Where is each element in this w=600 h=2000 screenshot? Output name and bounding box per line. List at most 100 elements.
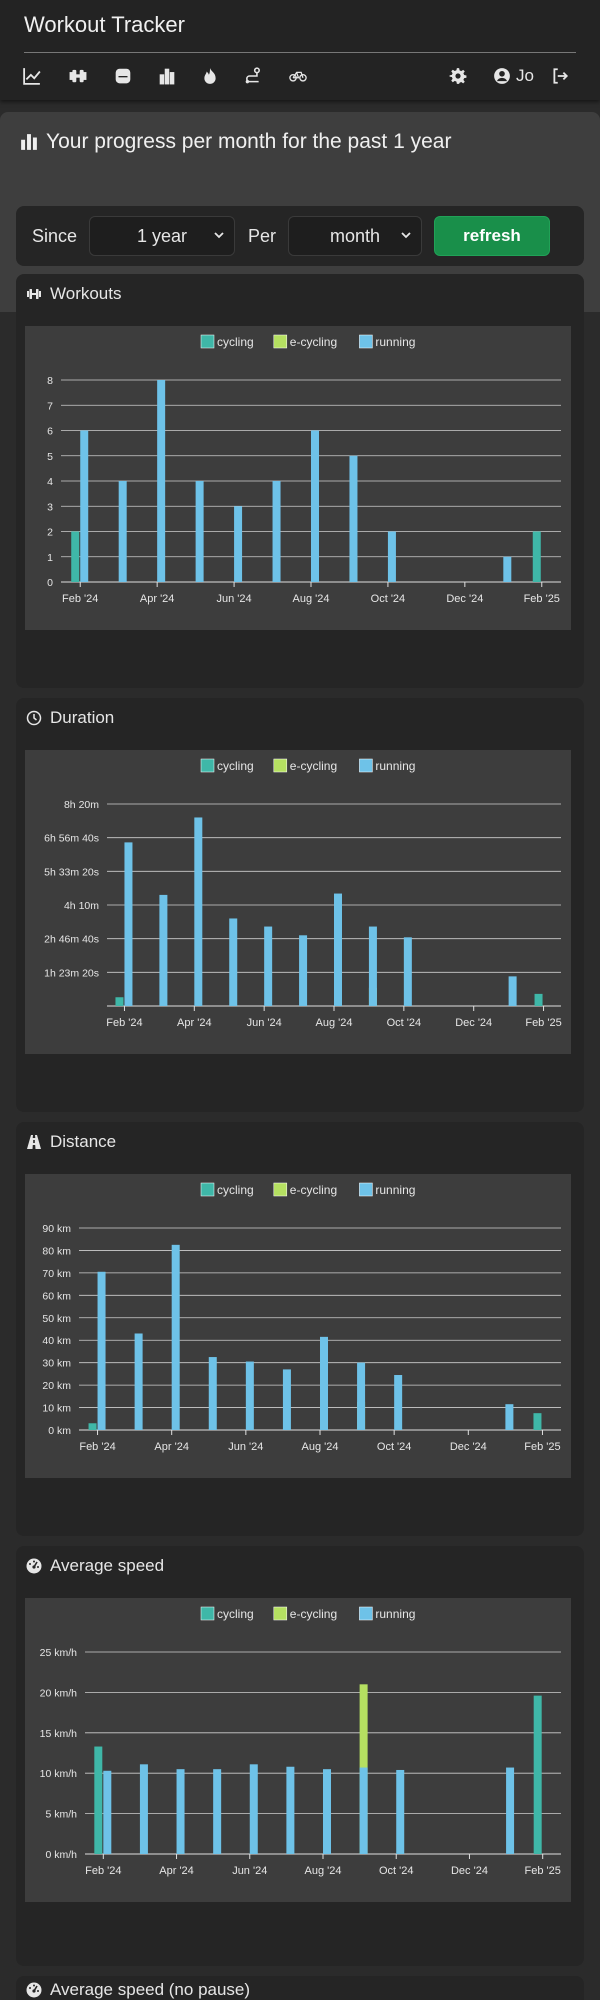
navbar-divider <box>24 52 576 53</box>
bar-running <box>272 481 281 582</box>
card-title: Workouts <box>26 284 122 304</box>
y-tick-label: 6 <box>47 426 53 438</box>
x-tick-label: Apr '24 <box>159 1865 194 1877</box>
bar-cycling <box>115 997 124 1006</box>
legend-label-running: running <box>375 1183 415 1197</box>
dumbbell-icon[interactable] <box>66 64 90 88</box>
bar-cycling <box>71 531 80 582</box>
chart-line-icon[interactable] <box>20 64 44 88</box>
distance-chart-svg: cycling e-cycling running 0 km 10 km 20 km 30 … <box>42 1182 561 1453</box>
bar-chart-icon[interactable] <box>155 64 179 88</box>
y-tick-label: 70 km <box>42 1268 71 1280</box>
y-tick-label: 20 km/h <box>40 1687 78 1699</box>
database-icon[interactable] <box>111 64 135 88</box>
bar-running <box>139 1764 148 1854</box>
workouts-chart: cycling e-cycling running 0 1 2 3 4 5 6 7 8 Feb '24 A… <box>25 326 571 630</box>
legend-swatch-cycling <box>200 1182 215 1197</box>
x-tick-label: Jun '24 <box>217 593 252 605</box>
y-tick-label: 5 <box>47 451 53 463</box>
bar-running <box>503 556 512 582</box>
y-tick-label: 6h 56m 40s <box>44 833 99 845</box>
y-tick-label: 3 <box>47 501 53 513</box>
distance-chart: cycling e-cycling running 0 km 10 km 20 km 30 … <box>25 1174 571 1478</box>
user-circle-icon[interactable] <box>490 64 514 88</box>
y-tick-label: 15 km/h <box>40 1728 78 1740</box>
average-speed-chart-svg: cycling e-cycling running 0 km/h 5 km/h 10 km… <box>40 1606 561 1877</box>
legend-label-cycling: cycling <box>217 1607 254 1621</box>
logout-icon[interactable] <box>548 64 572 88</box>
card-title: Average speed <box>26 1556 164 1576</box>
y-tick-label: 5 km/h <box>45 1809 77 1821</box>
x-tick-label: Aug '24 <box>316 1017 353 1029</box>
card-title-text: Duration <box>50 708 115 727</box>
legend-swatch-e-cycling <box>273 334 288 349</box>
bicycle-icon[interactable] <box>286 64 310 88</box>
road-icon <box>27 1135 41 1149</box>
legend-swatch-e-cycling <box>273 758 288 773</box>
route-icon[interactable] <box>241 64 265 88</box>
per-select[interactable]: month <box>288 216 422 256</box>
bar-running <box>323 1769 331 1854</box>
x-tick-label: Feb '25 <box>525 1017 561 1029</box>
legend-label-e-cycling: e-cycling <box>290 1607 337 1621</box>
x-tick-label: Feb '24 <box>85 1865 121 1877</box>
bar-running <box>506 1767 515 1854</box>
x-tick-label: Feb '24 <box>62 593 98 605</box>
gear-icon[interactable] <box>446 64 470 88</box>
bar-running <box>245 1361 254 1430</box>
bar-running <box>134 1333 143 1430</box>
page-title-text: Your progress per month for the past 1 y… <box>46 130 452 153</box>
legend-swatch-cycling <box>200 334 215 349</box>
legend-label-e-cycling: e-cycling <box>290 1183 337 1197</box>
y-tick-label: 25 km/h <box>40 1647 78 1659</box>
chevron-down-icon <box>214 232 224 239</box>
x-tick-label: Feb '25 <box>524 1441 560 1453</box>
bar-running <box>311 430 319 582</box>
user-name[interactable]: Jo <box>516 66 534 85</box>
refresh-button[interactable]: refresh <box>434 216 550 256</box>
x-tick-label: Feb '25 <box>524 593 560 605</box>
y-tick-label: 30 km <box>42 1358 71 1370</box>
x-tick-label: Jun '24 <box>232 1865 267 1877</box>
since-select-value: 1 year <box>136 225 188 246</box>
top-navbar: Workout Tracker Jo <box>0 0 600 100</box>
y-tick-label: 90 km <box>42 1223 71 1235</box>
y-tick-label: 20 km <box>42 1380 71 1392</box>
flame-icon[interactable] <box>198 64 222 88</box>
bar-running <box>359 1767 368 1854</box>
y-tick-label: 4h 10m <box>64 900 99 912</box>
legend-swatch-e-cycling <box>273 1606 288 1621</box>
since-select[interactable]: 1 year <box>89 216 235 256</box>
x-tick-label: Aug '24 <box>293 593 330 605</box>
legend-label-cycling: cycling <box>217 335 254 349</box>
bar-running <box>349 455 358 582</box>
card-title-text: Average speed <box>50 1556 165 1575</box>
page-title: Your progress per month for the past 1 y… <box>20 130 451 154</box>
app-title[interactable]: Workout Tracker <box>24 12 185 37</box>
card-title: Average speed (no pause) <box>26 1980 250 2000</box>
card-title: Distance <box>26 1132 116 1152</box>
bar-running <box>118 481 127 582</box>
bar-running <box>320 1336 328 1430</box>
bar-cycling <box>532 531 541 582</box>
y-tick-label: 8 <box>47 375 53 387</box>
y-tick-label: 5h 33m 20s <box>44 866 99 878</box>
since-label: Since <box>32 226 78 246</box>
x-tick-label: Feb '24 <box>106 1017 142 1029</box>
filter-bar: Since 1 year Per month refresh <box>16 206 584 266</box>
x-tick-label: Jun '24 <box>228 1441 263 1453</box>
x-tick-label: Aug '24 <box>302 1441 339 1453</box>
legend-swatch-running <box>359 758 373 773</box>
bar-running <box>357 1362 366 1430</box>
duration-chart-svg: cycling e-cycling running 1h 23m 20s 2h 46m … <box>44 758 562 1029</box>
legend-swatch-e-cycling <box>273 1182 288 1197</box>
bar-running <box>396 1769 405 1854</box>
bar-running <box>234 506 243 582</box>
bar-running <box>103 1770 112 1854</box>
bar-running <box>176 1769 185 1854</box>
x-tick-label: Apr '24 <box>177 1017 212 1029</box>
y-tick-label: 40 km <box>42 1335 71 1347</box>
x-tick-label: Apr '24 <box>140 593 175 605</box>
y-tick-label: 0 km/h <box>45 1849 77 1861</box>
x-tick-label: Oct '24 <box>387 1017 422 1029</box>
